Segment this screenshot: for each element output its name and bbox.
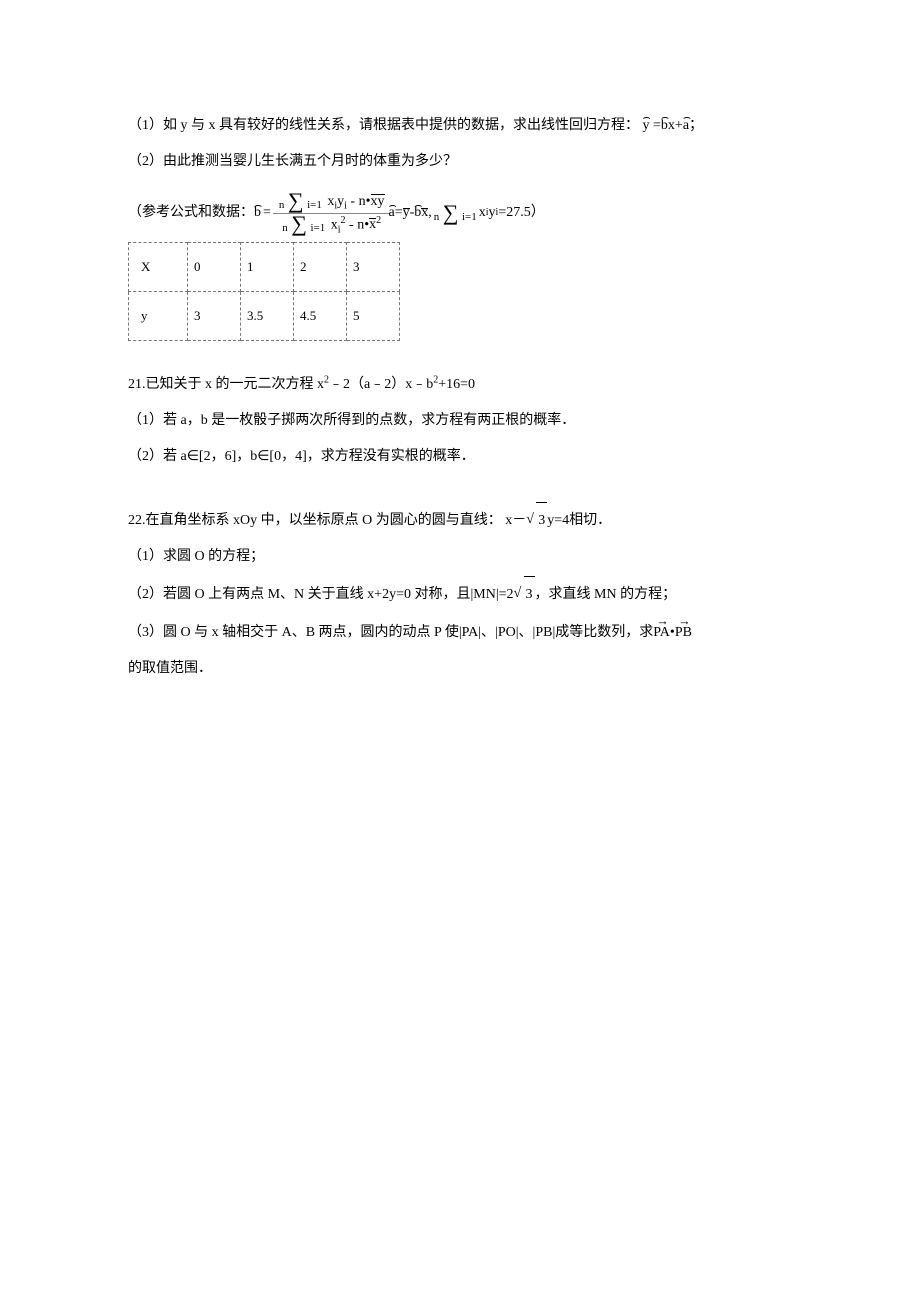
text: （1）如 y 与 x 具有较好的线性关系，请根据表中提供的数据，求出线性回归方程… — [128, 118, 639, 133]
cell: 2 — [294, 242, 347, 291]
y-hat: y — [643, 108, 650, 144]
vector-pb: PB — [675, 613, 692, 651]
q20-part2: （2）由此推测当婴儿生长满五个月时的体重为多少？ — [128, 144, 792, 180]
q22-line3: （2）若圆 O 上有两点 M、N 关于直线 x+2y=0 对称，且|MN|=23… — [128, 576, 792, 613]
cell: 4.5 — [294, 291, 347, 340]
q20-part1: （1）如 y 与 x 具有较好的线性关系，请根据表中提供的数据，求出线性回归方程… — [128, 108, 792, 144]
cell: y — [129, 291, 188, 340]
b-hat: b — [254, 206, 261, 220]
text: ； — [689, 118, 703, 133]
q21-line3: （2）若 a∈[2，6]，b∈[0，4]，求方程没有实根的概率． — [128, 439, 792, 475]
q22-line4: （3）圆 O 与 x 轴相交于 A、B 两点，圆内的动点 P 使|PA|、|PO… — [128, 613, 792, 651]
table-row: X 0 1 2 3 — [129, 242, 400, 291]
eq: = — [263, 206, 271, 220]
text: x+ — [668, 118, 683, 133]
b-hat: b — [661, 108, 668, 144]
q21-line2: （1）若 a，b 是一枚骰子掷两次所得到的点数，求方程有两正根的概率． — [128, 403, 792, 439]
cell: X — [129, 242, 188, 291]
cell: 1 — [241, 242, 294, 291]
text: = — [650, 118, 661, 133]
q20-reference-formula: （参考公式和数据： b = n ∑ i=1 xiyi - n•xy n ∑ i=… — [128, 191, 792, 236]
sigma-icon: n ∑ i=1 — [279, 191, 322, 212]
document-page: （1）如 y 与 x 具有较好的线性关系，请根据表中提供的数据，求出线性回归方程… — [0, 0, 920, 688]
q22-line2: （1）求圆 O 的方程； — [128, 539, 792, 575]
a-hat: a — [389, 206, 395, 220]
sqrt: 3 — [524, 576, 535, 613]
cell: 3 — [188, 291, 241, 340]
cell: 5 — [347, 291, 400, 340]
q21-line1: 21.已知关于 x 的一元二次方程 x2﹣2（a﹣2）x﹣b2+16=0 — [128, 367, 792, 403]
q22-line1: 22.在直角坐标系 xOy 中，以坐标原点 O 为圆心的圆与直线： x－3y=4… — [128, 502, 792, 539]
table-row: y 3 3.5 4.5 5 — [129, 291, 400, 340]
data-table: X 0 1 2 3 y 3 3.5 4.5 5 — [128, 242, 400, 341]
fraction: n ∑ i=1 xiyi - n•xy n ∑ i=1 xi2 - n•x2 — [273, 191, 389, 236]
sigma-icon: n ∑ i=1 — [282, 214, 325, 235]
sqrt: 3 — [536, 502, 547, 539]
a-hat: a — [683, 108, 689, 144]
sigma-icon: n ∑ i=1 — [434, 203, 477, 224]
label: （参考公式和数据： — [128, 206, 254, 220]
cell: 3 — [347, 242, 400, 291]
q22-line5: 的取值范围． — [128, 651, 792, 687]
b-hat: b — [414, 206, 421, 220]
vector-pa: PA — [653, 613, 670, 651]
cell: 0 — [188, 242, 241, 291]
cell: 3.5 — [241, 291, 294, 340]
